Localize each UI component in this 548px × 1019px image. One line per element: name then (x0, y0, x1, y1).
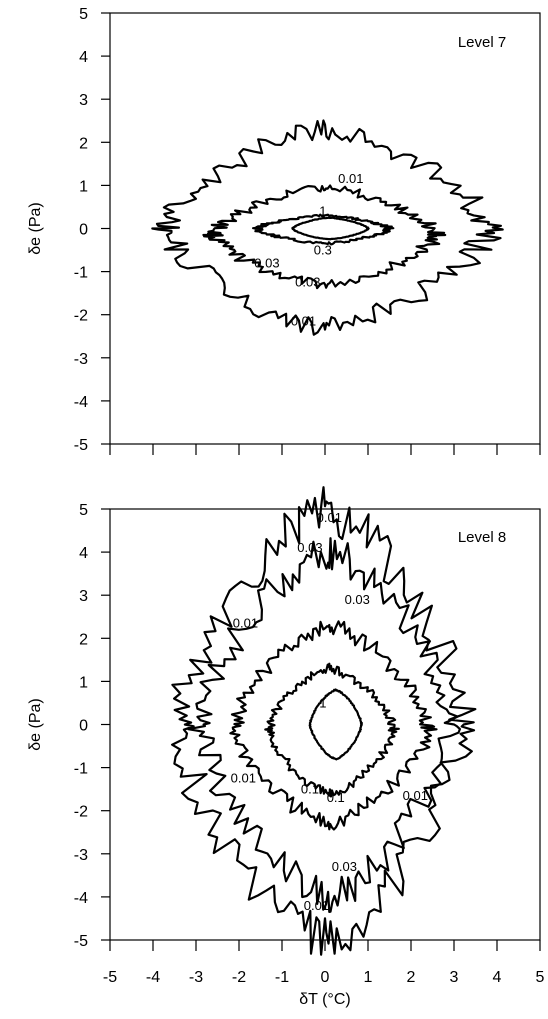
contour-0.1 (229, 620, 438, 831)
contour-lines (171, 486, 477, 956)
x-tick-label: 3 (450, 969, 459, 986)
y-tick-label: -1 (74, 265, 88, 282)
tick-labels: 5 4 3 2 1 0 -1 -2 -3 -4 -5 (74, 6, 88, 454)
y-tick-label: 1 (79, 674, 88, 691)
contour-label: 0.01 (291, 313, 316, 328)
contour-label: 0.3 (314, 242, 332, 257)
panel-level-7: 5 4 3 2 1 0 -1 -2 -3 -4 -5 1 0.3 0.03 0.03 0.01 0.01 Le… (27, 6, 541, 455)
axis-ticks (101, 508, 541, 951)
x-tick-label: -3 (189, 969, 203, 986)
x-tick-label: 0 (321, 969, 330, 986)
contour-lines (151, 119, 504, 336)
contour-label: 0.1 (327, 790, 345, 805)
y-axis-label: δe (Pa) (27, 698, 44, 750)
x-tick-label: 1 (364, 969, 373, 986)
y-tick-label: -2 (74, 308, 88, 325)
contour-0.03 (202, 184, 447, 290)
contour-label: 1 (319, 695, 326, 710)
y-tick-label: -4 (74, 394, 88, 411)
axis-ticks (101, 12, 541, 455)
y-tick-label: -5 (74, 933, 88, 950)
contour-label: 0.03 (295, 275, 320, 290)
y-tick-label: 2 (79, 135, 88, 152)
plot-frame (109, 508, 541, 941)
x-tick-label: 2 (407, 969, 416, 986)
y-tick-label: 1 (79, 178, 88, 195)
contour-label: 0.01 (338, 171, 363, 186)
x-tick-label: -2 (232, 969, 246, 986)
y-tick-label: -3 (74, 351, 88, 368)
contour-0.3 (252, 213, 395, 246)
x-tick-label: 5 (536, 969, 545, 986)
y-tick-label: 5 (79, 6, 88, 23)
contour-0.03 (187, 537, 461, 913)
x-tick-label: -1 (275, 969, 289, 986)
y-tick-label: 4 (79, 545, 88, 562)
contour-0.3 (264, 662, 400, 798)
y-tick-label: 0 (79, 718, 88, 735)
contour-0.01 (171, 486, 477, 956)
panel-level-8: 5 4 3 2 1 0 -1 -2 -3 -4 -5 -5 -4 -3 -2 -1 0 1 2 3 4 5 1 0.1 0.1… (27, 486, 545, 1008)
contour-0.01 (151, 119, 504, 336)
y-tick-label: -5 (74, 437, 88, 454)
y-tick-label: -3 (74, 847, 88, 864)
contour-label: 0.03 (345, 592, 370, 607)
y-tick-label: 0 (79, 222, 88, 239)
contour-labels: 1 0.1 0.1 0.03 0.03 0.03 0.01 0.01 0.01 0.01 0.01 (231, 510, 428, 913)
y-tick-label: -1 (74, 761, 88, 778)
contour-1 (291, 216, 370, 241)
y-tick-label: -4 (74, 890, 88, 907)
x-tick-label: -4 (146, 969, 160, 986)
x-axis-label: δT (°C) (299, 991, 350, 1008)
y-tick-label: 2 (79, 631, 88, 648)
contour-label: 0.03 (254, 255, 279, 270)
contour-label: 0.1 (301, 781, 319, 796)
contour-label: 0.01 (233, 616, 258, 631)
y-tick-label: 3 (79, 92, 88, 109)
contour-1 (308, 688, 363, 761)
contour-label: 0.01 (403, 788, 428, 803)
y-tick-label: 4 (79, 49, 88, 66)
panel-title: Level 7 (458, 34, 506, 51)
contour-label: 1 (319, 204, 326, 219)
x-tick-label: -5 (103, 969, 117, 986)
contour-label: 0.03 (297, 540, 322, 555)
contour-label: 0.01 (317, 510, 342, 525)
contour-labels: 1 0.3 0.03 0.03 0.01 0.01 (254, 171, 363, 328)
y-tick-label: -2 (74, 804, 88, 821)
y-axis-label: δe (Pa) (27, 202, 44, 254)
x-tick-label: 4 (493, 969, 502, 986)
y-tick-label: 5 (79, 502, 88, 519)
tick-labels: 5 4 3 2 1 0 -1 -2 -3 -4 -5 -5 -4 -3 -2 -1 0 1 2 3 4 5 (74, 502, 545, 986)
y-tick-label: 3 (79, 588, 88, 605)
contour-label: 0.03 (332, 859, 357, 874)
contour-label: 0.01 (231, 771, 256, 786)
panel-title: Level 8 (458, 529, 506, 546)
contour-label: 0.01 (304, 898, 329, 913)
